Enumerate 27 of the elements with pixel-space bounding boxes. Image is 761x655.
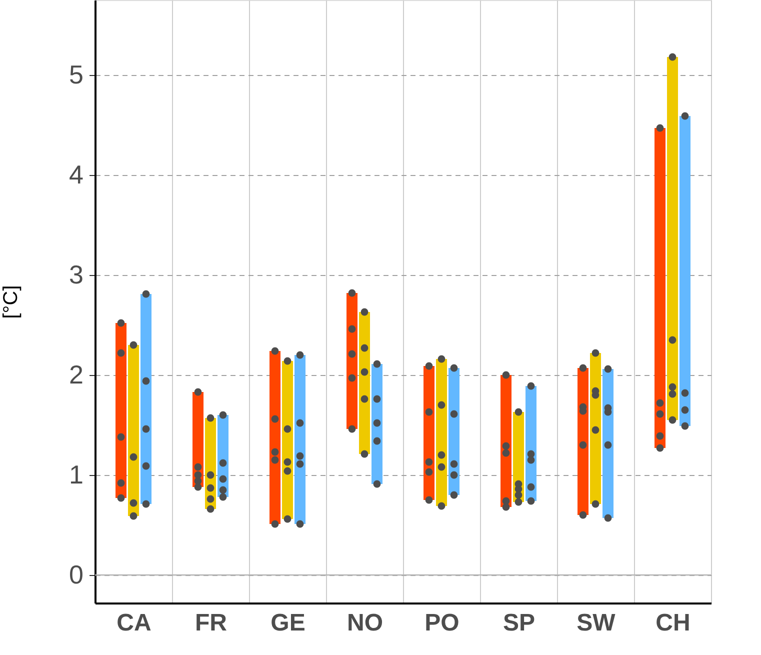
bar (667, 57, 678, 420)
bar (116, 323, 126, 498)
y-tick-label: 0 (69, 560, 84, 590)
bar (140, 294, 152, 504)
bar (680, 116, 690, 426)
x-tick-label: GE (270, 610, 306, 636)
bar (436, 359, 447, 506)
y-tick-label: 3 (69, 260, 84, 290)
x-tick-label: NO (347, 610, 383, 636)
x-tick-label: CA (116, 610, 152, 636)
x-tick-label: SW (576, 610, 616, 636)
bar (128, 345, 139, 516)
y-tick-label: 5 (69, 60, 84, 90)
y-tick-label: 2 (69, 360, 84, 390)
bar (602, 369, 614, 518)
bar (654, 128, 666, 448)
x-tick-label: FR (195, 610, 227, 636)
bar (282, 361, 293, 519)
y-tick-label: 1 (69, 460, 84, 490)
x-tick-label: SP (502, 610, 536, 636)
bar (578, 368, 588, 515)
bar (270, 351, 280, 524)
x-tick-label: CH (656, 610, 690, 636)
y-tick-label: 4 (69, 160, 84, 190)
bar (590, 353, 601, 504)
y-axis-title: [°C] (0, 285, 22, 319)
x-tick-label: PO (424, 610, 460, 636)
